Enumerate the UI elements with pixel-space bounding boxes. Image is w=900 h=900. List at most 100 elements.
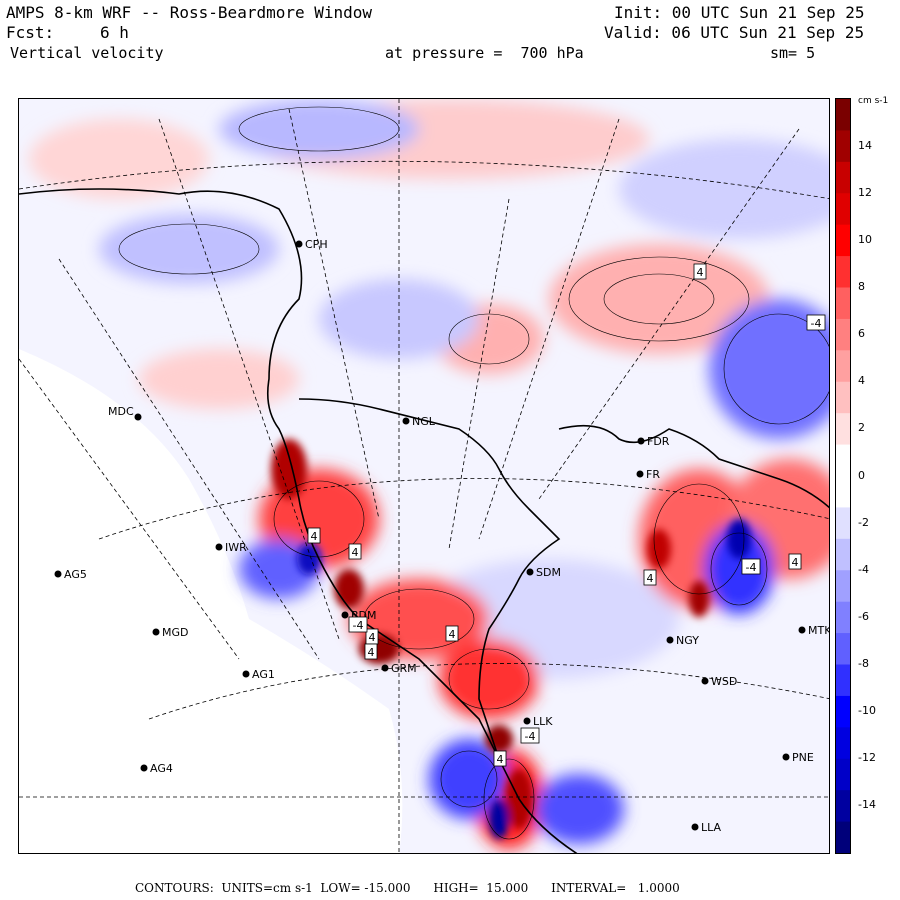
- pressure-level: at pressure = 700 hPa: [385, 44, 584, 62]
- color-swatch: [836, 727, 850, 760]
- contour-value-label: 4: [643, 569, 657, 586]
- station-ag1: AG1: [242, 668, 275, 681]
- color-scale-tick-label: 12: [858, 186, 872, 200]
- station-label: LLA: [701, 821, 722, 834]
- station-mtk: MTK: [798, 624, 830, 637]
- station-marker: [701, 677, 709, 685]
- vertical-velocity-map: CPH MDC NGL FDR FR AG5 IWR SDM MGD BDM NGY MTK AG1 GR…: [18, 98, 830, 854]
- station-label: IWR: [225, 541, 247, 554]
- station-ag5: AG5: [54, 568, 87, 581]
- contour-value-label: 4: [445, 625, 459, 642]
- color-scale-swatches: [836, 99, 850, 854]
- station-marker: [140, 764, 148, 772]
- svg-text:4: 4: [697, 266, 704, 279]
- color-scale-tick-label: -14: [858, 798, 876, 811]
- color-scale-tick-label: 0: [858, 468, 865, 482]
- svg-text:4: 4: [497, 753, 504, 766]
- station-iwr: IWR: [215, 541, 247, 554]
- station-cph: CPH: [295, 238, 328, 251]
- no-data-region: [19, 349, 403, 853]
- field-name: Vertical velocity: [10, 44, 164, 62]
- graticule: [19, 99, 829, 853]
- color-swatch: [836, 193, 850, 226]
- station-wsd: WSD: [701, 675, 737, 688]
- station-label: FR: [646, 468, 660, 481]
- station-grm: GRM: [381, 662, 417, 675]
- color-scale-units: cm s-1: [858, 96, 889, 106]
- svg-text:-4: -4: [811, 317, 822, 330]
- contour-info-footer: CONTOURS: UNITS=cm s-1 LOW= -15.000 HIGH…: [135, 881, 680, 895]
- station-marker: [242, 670, 250, 678]
- station-marker: [526, 568, 534, 576]
- color-swatch: [836, 476, 850, 508]
- contour-value-label: 4: [493, 750, 507, 767]
- contour-label-layer: 4 4 4 4 4 4 4 4 -4 -4 -4 -4 4: [307, 263, 826, 767]
- station-marker: [381, 664, 389, 672]
- svg-text:-4: -4: [525, 730, 536, 743]
- color-scale-tick-label: -6: [858, 609, 869, 623]
- valid-time: Valid: 06 UTC Sun 21 Sep 25: [604, 23, 865, 42]
- contour-value-label: -4: [520, 727, 540, 744]
- init-time: Init: 00 UTC Sun 21 Sep 25: [614, 3, 865, 22]
- station-ag4: AG4: [140, 762, 173, 775]
- station-marker: [54, 570, 62, 578]
- color-scale-tick-label: 8: [858, 280, 865, 294]
- color-swatch: [836, 99, 850, 131]
- color-scale-tick-label: -2: [858, 515, 869, 529]
- contour-value-label: -4: [348, 616, 368, 633]
- station-fr: FR: [636, 468, 660, 481]
- contour-value-label: 4: [307, 527, 321, 544]
- station-label: MDC: [108, 405, 134, 418]
- station-mgd: MGD: [152, 626, 189, 639]
- station-label: PNE: [792, 751, 814, 764]
- station-marker: [637, 437, 645, 445]
- color-scale-tick-label: -4: [858, 562, 869, 576]
- color-swatch: [836, 664, 850, 697]
- color-swatch: [836, 538, 850, 571]
- color-scale-tick-label: 10: [858, 233, 872, 247]
- svg-text:-4: -4: [746, 561, 757, 574]
- station-label: FDR: [647, 435, 670, 448]
- station-label: MTK: [808, 624, 830, 637]
- station-ngl: NGL: [402, 415, 436, 428]
- station-label: MGD: [162, 626, 189, 639]
- station-marker: [798, 626, 806, 634]
- svg-text:4: 4: [369, 631, 376, 644]
- station-label: CPH: [305, 238, 328, 251]
- station-marker: [666, 636, 674, 644]
- contour-value-label: 4: [693, 263, 707, 280]
- shading-cores: [271, 439, 751, 839]
- svg-text:4: 4: [368, 646, 375, 659]
- station-marker: [523, 717, 531, 725]
- station-fdr: FDR: [637, 435, 670, 448]
- station-marker: [134, 413, 142, 421]
- color-swatch: [836, 695, 850, 728]
- color-swatch: [836, 130, 850, 163]
- station-marker: [636, 470, 644, 478]
- smoothing: sm= 5: [770, 44, 816, 62]
- station-lla: LLA: [691, 821, 722, 834]
- color-scale-tick-label: -12: [858, 750, 876, 764]
- color-scale-tick-label: 2: [858, 421, 865, 435]
- forecast-label: Fcst:: [6, 23, 55, 42]
- contour-value-label: -4: [806, 314, 826, 331]
- color-swatch: [836, 444, 850, 477]
- station-sdm: SDM: [526, 566, 561, 579]
- contour-value-label: 4: [364, 643, 378, 660]
- color-swatch: [836, 350, 850, 383]
- svg-text:4: 4: [352, 546, 359, 559]
- color-swatch: [836, 318, 850, 351]
- station-label: WSD: [711, 675, 737, 688]
- color-scale-bar: [835, 98, 851, 854]
- color-swatch: [836, 570, 850, 603]
- color-scale-tick-label: 14: [858, 139, 872, 152]
- color-swatch: [836, 381, 850, 414]
- color-swatch: [836, 224, 850, 257]
- contour-value-label: 4: [788, 553, 802, 570]
- station-ngy: NGY: [666, 634, 699, 647]
- color-swatch: [836, 790, 850, 823]
- station-marker: [295, 240, 303, 248]
- contour-value-label: -4: [741, 558, 761, 575]
